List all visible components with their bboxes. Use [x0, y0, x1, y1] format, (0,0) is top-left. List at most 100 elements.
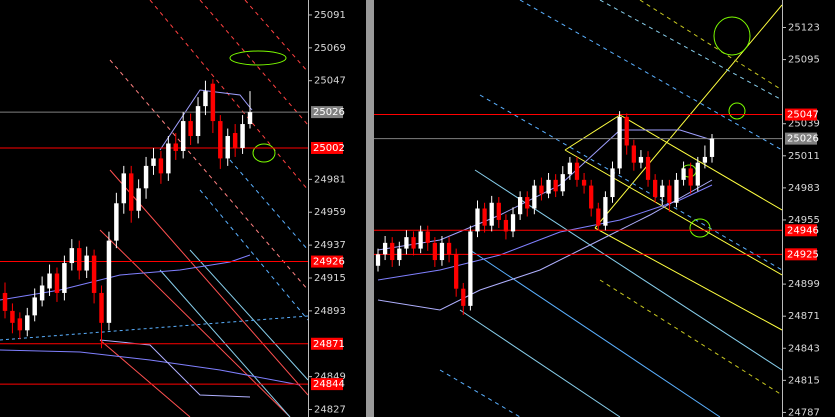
y-tick-label: 25095 [788, 55, 820, 66]
candle-body [390, 242, 395, 261]
candle-body [596, 208, 601, 226]
candle-body [210, 83, 216, 122]
price-level-box [785, 248, 817, 261]
candle-body [546, 179, 551, 194]
candle-body [106, 240, 112, 323]
candle-body [567, 162, 573, 175]
candle-body [503, 219, 509, 232]
y-tick-label: 25091 [314, 10, 346, 21]
candle-body [158, 158, 164, 174]
y-tick-label: 24843 [788, 343, 820, 354]
y-tick-label: 24893 [314, 306, 346, 317]
candle-body [151, 158, 156, 166]
price-level-box [311, 378, 343, 391]
candle-body [695, 162, 700, 186]
candle-body [218, 121, 223, 159]
candle-body [39, 285, 45, 301]
candle-body [610, 168, 615, 198]
candle-body [2, 292, 8, 311]
candle-body [404, 237, 409, 249]
y-tick-label: 24815 [788, 375, 820, 386]
candle-body [631, 145, 636, 163]
candle-body [69, 248, 75, 264]
candle-body [99, 292, 104, 323]
candle-body [446, 242, 452, 255]
candle-body [47, 273, 52, 289]
y-tick-label: 24849 [314, 372, 346, 383]
candle-body [674, 179, 679, 203]
y-tick-label: 25069 [314, 43, 346, 54]
candle-body [688, 168, 693, 186]
y-tick-label: 24899 [788, 279, 820, 290]
candle-body [121, 173, 127, 204]
candle-body [468, 231, 473, 306]
candle-body [603, 197, 608, 226]
candle-body [482, 208, 487, 226]
y-tick-label: 24937 [314, 240, 346, 251]
candle-body [660, 185, 665, 198]
candle-body [240, 124, 245, 148]
candle-body [653, 179, 658, 198]
candle-body [203, 91, 208, 107]
current-price-box [311, 106, 343, 119]
price-level-box [311, 337, 343, 350]
y-tick-label: 25039 [788, 119, 820, 130]
candle-body [166, 143, 171, 174]
candle-body [560, 174, 565, 192]
price-level-box [311, 141, 343, 154]
candle-body [91, 255, 97, 293]
candle-body [114, 203, 119, 241]
candle-body [574, 162, 580, 180]
candle-body [581, 179, 587, 186]
current-price-label: 25026 [313, 107, 345, 118]
candle-body [232, 133, 238, 148]
candle-body [247, 112, 253, 125]
plot-area [374, 111, 782, 316]
candle-body [709, 138, 715, 157]
candle-body [77, 248, 82, 271]
candle-body [461, 288, 466, 306]
y-tick-label: 24827 [314, 405, 346, 416]
price-level-box [785, 108, 817, 121]
candle-body [667, 185, 672, 203]
candle-body [681, 168, 686, 180]
price-level-label: 24946 [787, 225, 819, 236]
candle-body [532, 185, 537, 209]
candle-body [136, 188, 141, 211]
candle-body [553, 179, 558, 192]
candle-body [84, 255, 89, 271]
candle-body [62, 263, 67, 293]
candle-body [525, 197, 530, 209]
price-level-box [785, 224, 817, 237]
candle-body [475, 208, 480, 232]
candle-body [432, 242, 437, 261]
candle-body [489, 202, 494, 226]
current-price-label: 25026 [787, 134, 819, 145]
current-price-box [785, 132, 817, 145]
candle-body [188, 121, 193, 137]
y-tick-label: 25011 [788, 151, 820, 162]
candle-body [143, 165, 149, 189]
candle-body [539, 185, 544, 194]
splitter[interactable] [366, 0, 374, 417]
candle-body [638, 156, 644, 163]
y-tick-label: 25047 [314, 76, 346, 87]
candle-body [454, 254, 459, 289]
price-level-label: 24925 [787, 249, 819, 260]
candle-body [397, 248, 402, 261]
y-tick-label: 24871 [788, 311, 820, 322]
candle-body [439, 242, 445, 261]
plot-area [0, 79, 308, 385]
candle-body [624, 116, 629, 146]
y-tick-label: 24787 [788, 407, 820, 417]
candle-body [25, 315, 30, 331]
candle-body [10, 310, 15, 323]
candle-body [32, 297, 37, 316]
candle-body [496, 202, 501, 220]
candle-body [411, 237, 416, 249]
candle-body [225, 136, 230, 159]
price-level-label: 25047 [787, 110, 819, 121]
candle-body [375, 254, 381, 266]
